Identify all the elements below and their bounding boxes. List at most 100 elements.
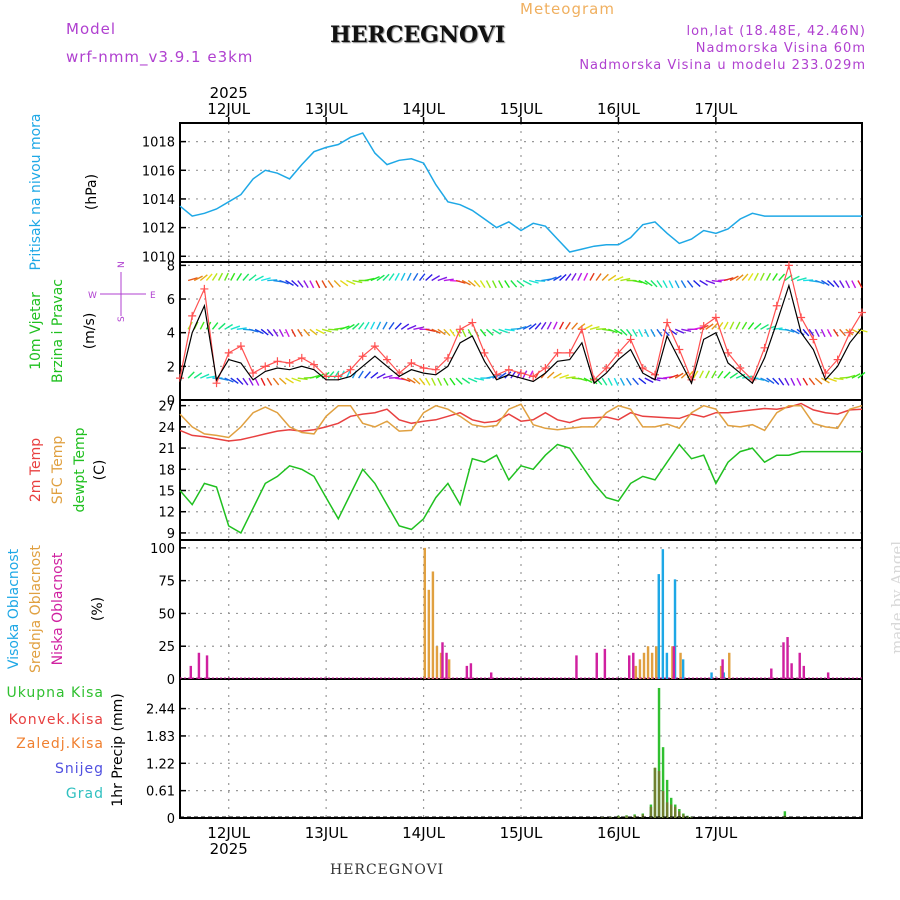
wind-arrow — [784, 377, 790, 386]
wind-gust-marker — [809, 335, 818, 344]
wind-arrow — [808, 328, 815, 337]
wind-gust-marker — [517, 369, 525, 378]
cloud-low-bar — [826, 672, 830, 679]
wind-arrow — [406, 272, 412, 281]
wind-arrow — [741, 321, 748, 330]
wind-arrow — [193, 372, 203, 379]
precip-conv-bar — [669, 804, 673, 818]
wind-arrow — [394, 322, 402, 330]
wind-arrow — [535, 279, 546, 282]
wind-gust-marker — [200, 284, 209, 293]
wind-arrow — [498, 280, 504, 289]
cloud-mid-bar — [671, 646, 674, 679]
y-tick-label: 0.61 — [146, 785, 175, 800]
precip-total-bar — [661, 747, 665, 818]
wind-arrow — [443, 278, 454, 282]
wind-arrow — [303, 280, 309, 289]
wind-arrow — [619, 377, 625, 386]
wind-arrow — [851, 280, 857, 289]
y-tick-label: 0 — [167, 673, 175, 688]
wind-arrow — [546, 371, 555, 379]
wind-gust-marker — [370, 342, 379, 351]
wind-arrow — [766, 325, 777, 330]
cloud-low-bar — [441, 642, 444, 679]
wind-arrow — [644, 329, 650, 338]
wind-arrow — [236, 327, 247, 331]
wind-unit: (m/s) — [82, 313, 98, 350]
wind-arrow — [674, 328, 685, 334]
wind-gust-marker — [443, 353, 452, 362]
wind-gust-marker — [760, 343, 769, 352]
wind-arrow — [364, 277, 375, 282]
wind-arrow — [224, 377, 234, 383]
wind-arrow — [601, 273, 609, 282]
wind-arrow — [327, 280, 334, 288]
wind-arrow — [674, 372, 684, 379]
cloud-mid-bar — [447, 659, 451, 679]
wind-arrow — [498, 372, 507, 379]
wind-arrow — [455, 377, 463, 385]
made-by-watermark: made by Angel — [888, 540, 900, 654]
wind-arrow — [638, 377, 647, 385]
precip-conv-bar — [661, 791, 665, 818]
cloud-mid-bar — [642, 652, 646, 679]
y-tick-label: 15 — [158, 485, 175, 500]
wind-gust-marker — [419, 364, 428, 373]
precip-conv-bar — [674, 806, 677, 818]
y-tick-label: 21 — [158, 442, 175, 457]
cloud-high-bar — [673, 579, 677, 679]
wind-arrow — [832, 328, 839, 337]
wind-arrow — [803, 279, 814, 282]
wind-arrow — [753, 272, 759, 281]
wind-arrow — [668, 280, 674, 289]
wind-arrow — [443, 328, 451, 337]
wind-arrow — [558, 321, 565, 330]
temp-sfc-line — [179, 403, 863, 439]
wind-arrow — [291, 279, 299, 288]
wind-gust-marker — [407, 358, 416, 367]
wind-arrow — [692, 370, 699, 379]
wind-arrow — [765, 272, 772, 281]
wind-arrow — [278, 328, 284, 338]
wind-arrow — [303, 328, 311, 337]
cloud-mid-bar — [646, 646, 650, 679]
wind-arrow — [845, 374, 856, 379]
wind-arrow — [413, 326, 424, 331]
wind-arrow — [693, 326, 704, 331]
wind-arrow — [431, 377, 437, 386]
wind-arrow — [760, 377, 770, 383]
wind-arrow — [808, 377, 816, 386]
day-label-top: 13JUL — [305, 100, 348, 118]
wind-axis-title-2: Brzina i Pravac — [50, 279, 66, 383]
wind-arrow — [291, 328, 297, 338]
wind-arrow — [248, 274, 257, 282]
cloud-low-bar — [786, 637, 789, 679]
precip-conv-bar — [625, 815, 628, 818]
wind-arrow — [486, 328, 494, 336]
y-tick-label: 27 — [158, 400, 175, 415]
wind-arrow — [674, 280, 680, 289]
wind-arrow — [389, 376, 400, 379]
wind-arrow — [845, 280, 851, 289]
wind-arrow — [668, 374, 679, 379]
wind-arrow — [723, 371, 731, 379]
wind-arrow — [814, 377, 823, 385]
wind-arrow — [857, 280, 863, 289]
wind-gust-marker — [626, 335, 635, 344]
day-label-bottom: 17JUL — [694, 824, 737, 842]
wind-arrow — [619, 328, 628, 336]
wind-arrow — [553, 372, 562, 379]
wind-arrow — [662, 328, 670, 337]
wind-arrow — [735, 321, 741, 330]
wind-arrow — [802, 377, 809, 386]
wind-arrow — [267, 279, 278, 282]
wind-arrow — [680, 280, 687, 289]
wind-arrow — [632, 279, 643, 284]
wind-arrow — [778, 273, 786, 281]
wind-arrow — [693, 279, 701, 288]
wind-arrow — [839, 280, 845, 289]
wind-gust-marker — [602, 364, 611, 373]
wind-arrow — [662, 280, 668, 289]
wind-arrow — [766, 377, 775, 385]
wind-arrow — [461, 377, 471, 384]
